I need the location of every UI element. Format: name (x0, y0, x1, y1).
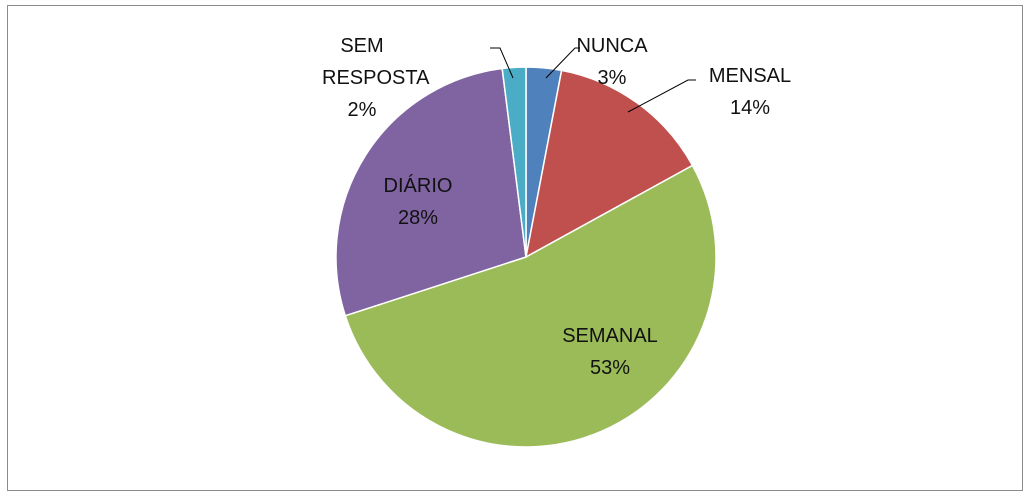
value-label: 14% (729, 97, 771, 119)
pie (335, 66, 717, 448)
category-label: NUNCA (576, 35, 648, 57)
data-label: NUNCA 3% (512, 30, 712, 94)
pie-slice (344, 164, 717, 448)
leader-line (545, 47, 580, 79)
data-label: DIÁRIO 28% (318, 170, 518, 234)
pie-slice (501, 66, 527, 258)
value-label: 28% (397, 207, 439, 229)
value-label: 2% (347, 99, 377, 121)
category-label: DIÁRIO (383, 175, 453, 197)
value-label: 53% (589, 357, 631, 379)
pie-slice (335, 67, 527, 317)
data-label: SEM RESPOSTA 2% (292, 30, 432, 126)
data-label: MENSAL 14% (650, 60, 850, 124)
category-label: SEMANAL (562, 325, 658, 347)
category-label: MENSAL (708, 65, 792, 87)
value-label: 3% (597, 67, 627, 89)
pie-slice (524, 69, 694, 259)
leader-line (627, 79, 696, 113)
leader-line (490, 47, 514, 79)
data-label: SEMANAL 53% (510, 320, 710, 384)
category-label: SEM RESPOSTA (322, 35, 430, 89)
